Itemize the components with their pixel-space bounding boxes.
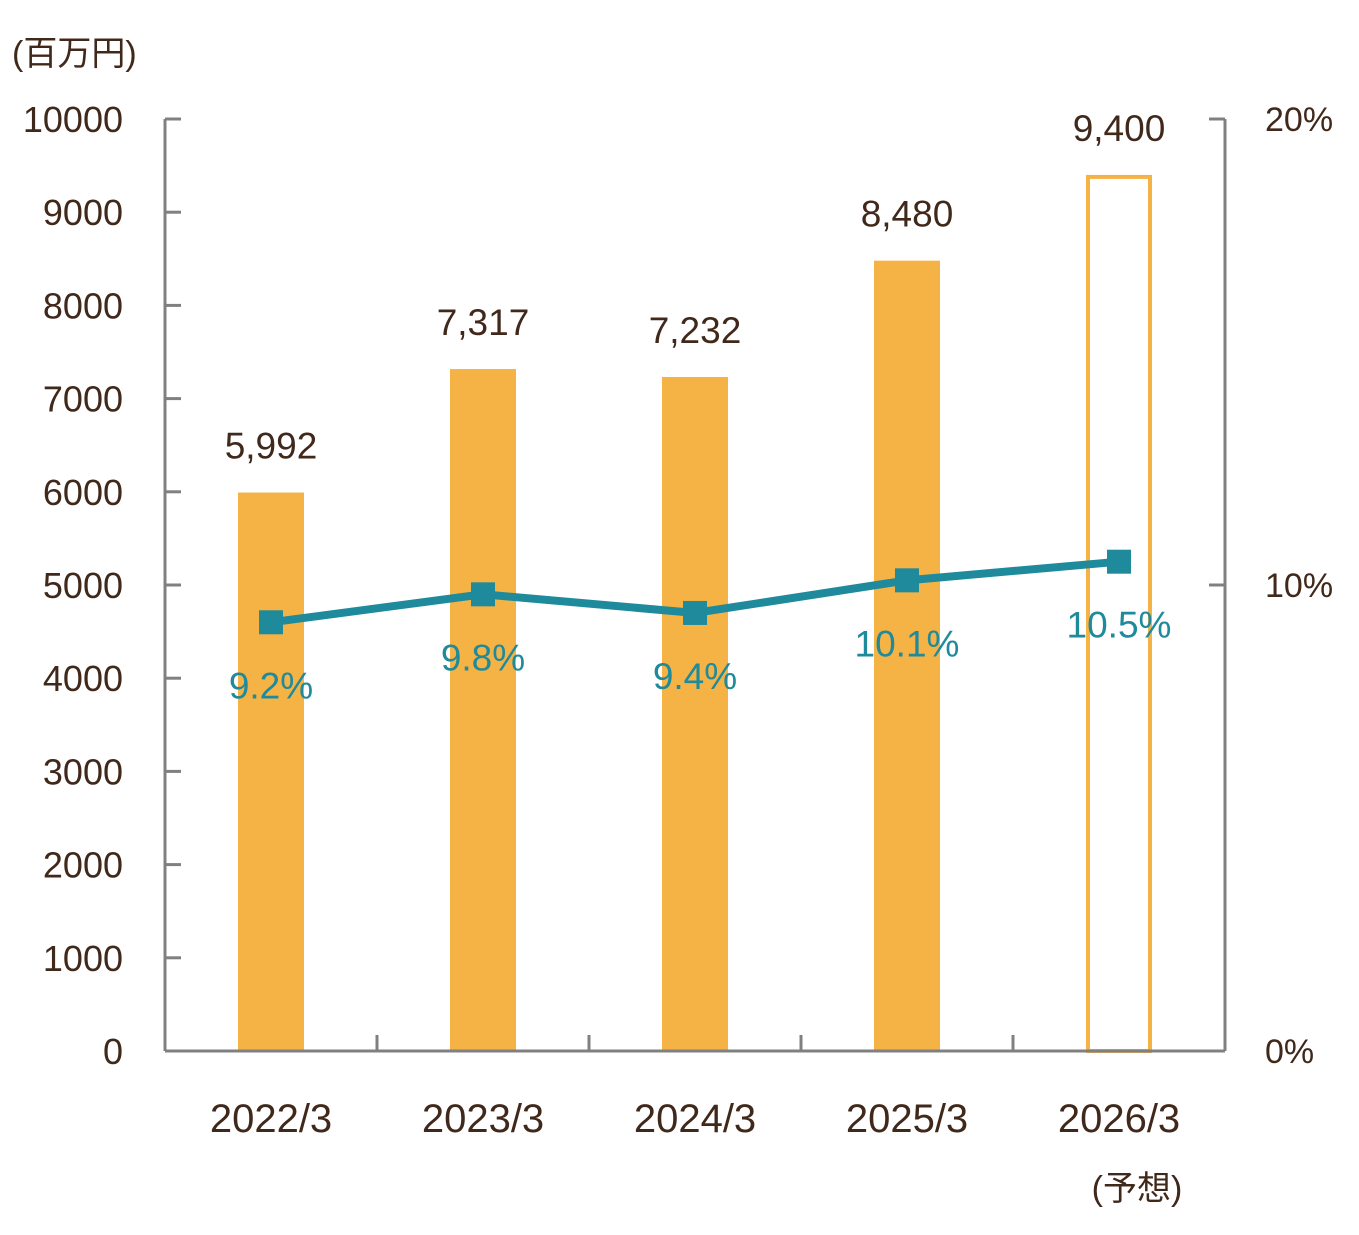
ratio-marker: [895, 568, 919, 593]
right-tick-label: 20%: [1265, 101, 1333, 139]
x-category-label: 2024/3: [634, 1097, 756, 1141]
bar: [874, 260, 940, 1051]
bar: [662, 376, 728, 1051]
bar-value-label: 5,992: [225, 426, 318, 467]
ratio-value-label: 9.2%: [229, 665, 313, 706]
left-tick-label: 7000: [43, 379, 123, 420]
x-category-label: 2025/3: [846, 1097, 968, 1141]
bar: [450, 369, 516, 1051]
ratio-marker: [1107, 549, 1131, 574]
left-tick-label: 9000: [43, 192, 123, 233]
right-tick-label: 10%: [1265, 567, 1333, 605]
left-tick-label: 2000: [43, 845, 123, 886]
x-category-label: 2023/3: [422, 1097, 544, 1141]
bar-value-label: 9,400: [1073, 108, 1166, 149]
left-tick-label: 1000: [43, 938, 123, 979]
x-category-label: 2026/3: [1058, 1097, 1180, 1141]
unit-label: (百万円): [12, 35, 137, 73]
bar-value-label: 8,480: [861, 194, 954, 235]
left-tick-label: 0: [103, 1031, 123, 1072]
ratio-marker: [471, 582, 495, 607]
ratio-value-label: 9.8%: [441, 637, 525, 678]
bar-value-label: 7,232: [649, 310, 742, 351]
ratio-value-label: 9.4%: [653, 656, 737, 697]
bar-value-label: 7,317: [437, 302, 530, 343]
left-tick-label: 6000: [43, 472, 123, 513]
x-category-label: 2022/3: [210, 1097, 332, 1141]
ratio-value-label: 10.1%: [855, 623, 960, 664]
left-tick-label: 3000: [43, 751, 123, 792]
left-tick-label: 8000: [43, 285, 123, 326]
left-tick-label: 5000: [43, 565, 123, 606]
left-tick-label: 4000: [43, 658, 123, 699]
bar: [238, 492, 304, 1051]
left-tick-label: 10000: [23, 99, 123, 140]
ratio-marker: [683, 600, 707, 625]
ratio-value-label: 10.5%: [1067, 605, 1172, 646]
x-category-note: (予想): [1092, 1170, 1183, 1208]
ratio-marker: [259, 610, 283, 635]
right-tick-label: 0%: [1265, 1033, 1314, 1071]
